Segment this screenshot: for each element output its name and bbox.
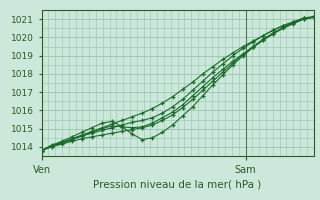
X-axis label: Pression niveau de la mer( hPa ): Pression niveau de la mer( hPa ) <box>93 179 262 189</box>
